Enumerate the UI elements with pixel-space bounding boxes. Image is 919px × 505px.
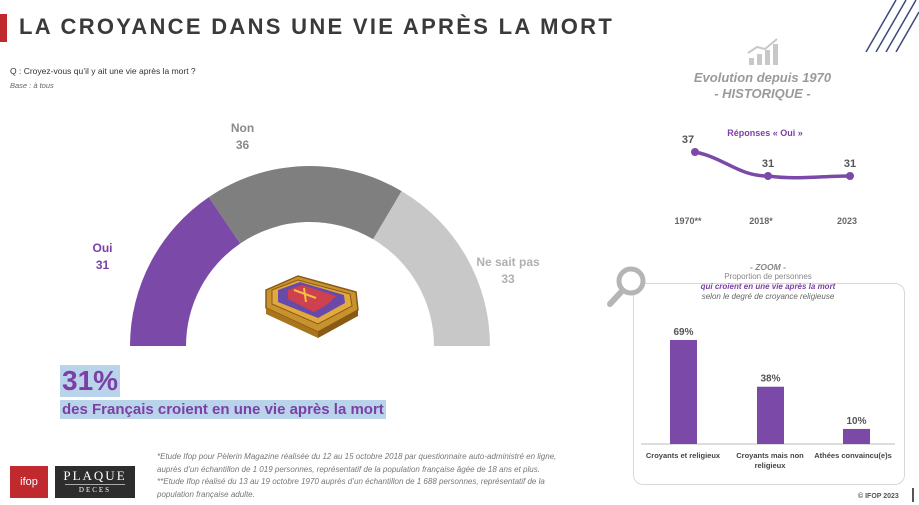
question-text: Q : Croyez-vous qu’il y ait une vie aprè… bbox=[10, 66, 196, 76]
evolution-value-label: 31 bbox=[762, 158, 774, 170]
title-accent-bar bbox=[0, 14, 7, 42]
zoom-category-label: religieux bbox=[755, 461, 787, 470]
page-title: LA CROYANCE DANS UNE VIE APRÈS LA MORT bbox=[19, 14, 615, 39]
magnifier-icon bbox=[607, 266, 646, 307]
evolution-point bbox=[764, 172, 772, 180]
growth-chart-icon bbox=[747, 38, 778, 65]
evolution-x-label: 1970** bbox=[674, 216, 702, 226]
zoom-panel bbox=[633, 283, 905, 485]
evolution-point bbox=[691, 148, 699, 156]
gauge-segment-non bbox=[208, 166, 402, 244]
zoom-bar bbox=[670, 340, 697, 444]
evolution-value-label: 37 bbox=[682, 134, 694, 146]
base-text: Base : à tous bbox=[10, 81, 54, 90]
coffin-icon bbox=[265, 275, 359, 338]
evolution-point bbox=[846, 172, 854, 180]
evolution-value-label: 31 bbox=[844, 158, 856, 170]
zoom-bar-chart: 69% 38% 10% Croyants et religieux Croyants m… bbox=[641, 327, 895, 470]
ifop-logo: ifop bbox=[10, 466, 48, 498]
zoom-header: - ZOOM - Proportion de personnes qui cro… bbox=[700, 262, 836, 301]
evolution-line-chart: 37 1970** 31 2018* 31 2023 bbox=[674, 134, 857, 226]
zoom-bar bbox=[757, 386, 784, 444]
gauge-label-non: Non 36 bbox=[230, 121, 255, 152]
headline-text: des Français croient en une vie après la… bbox=[60, 400, 386, 419]
footnote: *Etude Ifop pour Pèlerin Magazine réalis… bbox=[157, 452, 557, 499]
evolution-subtitle: Réponses « Oui » bbox=[727, 128, 803, 138]
zoom-category-label: Croyants mais non bbox=[736, 451, 804, 460]
copyright-bar bbox=[912, 488, 914, 502]
gauge-segment-oui bbox=[130, 197, 241, 346]
gauge-segment-nsp bbox=[373, 191, 490, 346]
zoom-bar bbox=[843, 428, 870, 444]
plaque-deces-logo: PLAQUE DECES bbox=[55, 466, 135, 498]
zoom-category-label: Athées convaincu(e)s bbox=[814, 451, 892, 460]
decorative-stripes bbox=[865, 0, 919, 52]
evolution-x-label: 2018* bbox=[749, 216, 773, 226]
gauge-label-oui: Oui 31 bbox=[92, 241, 113, 272]
headline-percent: 31% bbox=[60, 365, 121, 397]
evolution-x-label: 2023 bbox=[837, 216, 857, 226]
gauge-label-nsp: Ne sait pas 33 bbox=[476, 255, 540, 286]
zoom-bar-value: 10% bbox=[846, 416, 866, 427]
zoom-bar-value: 69% bbox=[673, 327, 693, 338]
zoom-category-label: Croyants et religieux bbox=[646, 451, 721, 460]
copyright: © IFOP 2023 bbox=[858, 493, 899, 500]
gauge-chart bbox=[130, 166, 490, 346]
zoom-bar-value: 38% bbox=[760, 374, 780, 385]
evolution-title: Evolution depuis 1970 - HISTORIQUE - bbox=[693, 70, 832, 101]
